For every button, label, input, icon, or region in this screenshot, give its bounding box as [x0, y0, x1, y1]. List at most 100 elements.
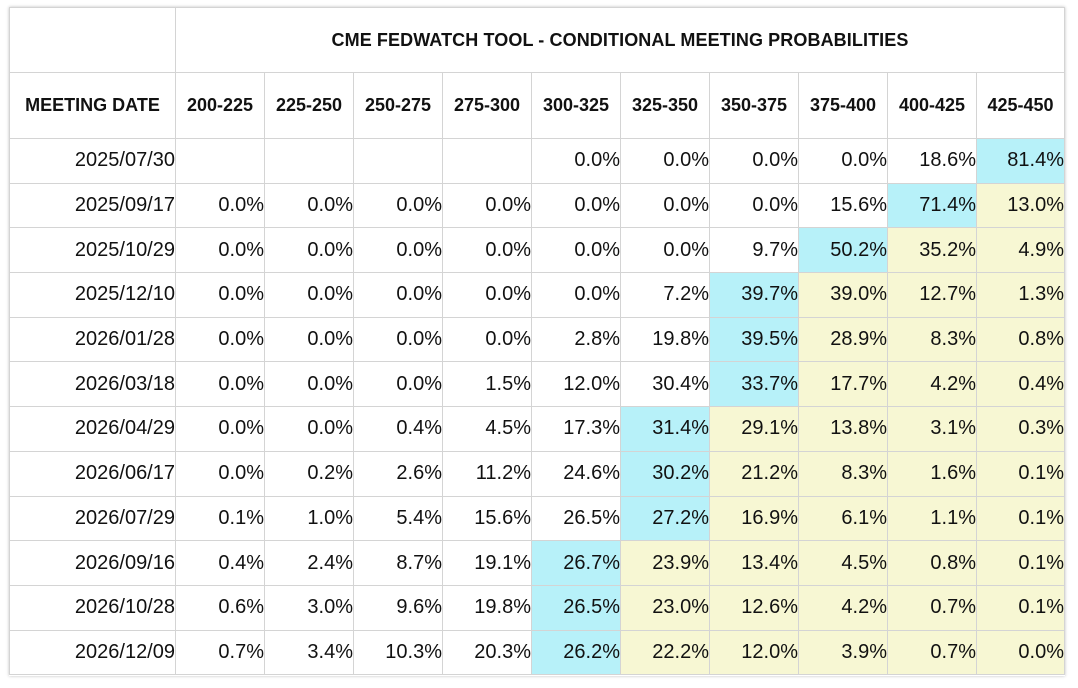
probability-cell: 8.7% [353, 540, 443, 586]
table-row: 2025/12/10 0.0% 0.0% 0.0% 0.0% 0.0% 7.2% 39.7% 3… [9, 272, 1065, 318]
probability-cell: 0.0% [531, 138, 621, 184]
probability-cell: 1.5% [442, 361, 532, 408]
probability-cell: 0.0% [620, 138, 710, 184]
table-row: 2025/09/17 0.0% 0.0% 0.0% 0.0% 0.0% 0.0% 0.0% 15… [9, 182, 1065, 229]
probability-cell: 1.3% [976, 272, 1065, 318]
probability-cell: 6.1% [798, 495, 888, 542]
probability-cell: 0.3% [976, 406, 1065, 452]
probability-cell [175, 138, 265, 184]
probability-cell: 3.0% [264, 584, 354, 631]
probability-cell: 0.4% [353, 406, 443, 452]
table-row: 2025/07/30 0.0% 0.0% 0.0% 0.0% 18.6% 81.4% [9, 138, 1065, 184]
range-header: 250-275 [353, 72, 443, 139]
meeting-date-cell: 2026/12/09 [9, 629, 176, 676]
probability-cell: 0.0% [353, 272, 443, 318]
probability-cell: 23.9% [620, 540, 710, 586]
probability-cell: 26.7% [531, 540, 621, 586]
probability-cell: 0.0% [175, 227, 265, 274]
probability-cell: 23.0% [620, 584, 710, 631]
probability-cell: 4.2% [798, 584, 888, 631]
table-row: 2026/09/16 0.4% 2.4% 8.7% 19.1% 26.7% 23.9% 13.… [9, 540, 1065, 586]
probability-cell: 3.1% [887, 406, 977, 452]
probability-cell: 0.1% [976, 540, 1065, 586]
probability-cell: 20.3% [442, 629, 532, 676]
meeting-date-cell: 2025/07/30 [9, 138, 176, 184]
probability-cell: 0.0% [353, 227, 443, 274]
probability-cell: 0.7% [887, 629, 977, 676]
probability-cell: 2.4% [264, 540, 354, 586]
table-row: 2026/10/28 0.6% 3.0% 9.6% 19.8% 26.5% 23.0% 12.… [9, 584, 1065, 631]
probability-cell: 0.0% [175, 182, 265, 229]
probability-cell [264, 138, 354, 184]
probability-cell: 15.6% [442, 495, 532, 542]
probability-cell: 13.0% [976, 182, 1065, 229]
meeting-date-cell: 2025/09/17 [9, 182, 176, 229]
probability-cell: 3.4% [264, 629, 354, 676]
probability-cell: 0.7% [175, 629, 265, 676]
probability-cell: 0.0% [175, 361, 265, 408]
probability-cell: 8.3% [798, 450, 888, 497]
probability-cell: 0.0% [531, 227, 621, 274]
probability-cell: 18.6% [887, 138, 977, 184]
probability-cell: 0.0% [620, 227, 710, 274]
probability-cell: 0.8% [887, 540, 977, 586]
probability-cell: 3.9% [798, 629, 888, 676]
probability-cell: 0.0% [798, 138, 888, 184]
probability-cell: 8.3% [887, 316, 977, 363]
range-header: 325-350 [620, 72, 710, 139]
probability-cell: 4.2% [887, 361, 977, 408]
probability-cell: 81.4% [976, 138, 1065, 184]
probability-cell: 0.2% [264, 450, 354, 497]
probability-cell: 1.1% [887, 495, 977, 542]
probability-cell: 0.0% [175, 272, 265, 318]
meeting-date-cell: 2025/12/10 [9, 272, 176, 318]
probability-cell: 9.7% [709, 227, 799, 274]
probability-cell: 4.5% [442, 406, 532, 452]
probability-cell: 4.5% [798, 540, 888, 586]
range-header: 400-425 [887, 72, 977, 139]
probability-cell: 12.0% [531, 361, 621, 408]
probability-cell: 12.6% [709, 584, 799, 631]
probability-cell: 1.6% [887, 450, 977, 497]
probability-cell: 5.4% [353, 495, 443, 542]
probability-cell: 0.0% [264, 361, 354, 408]
probability-cell: 71.4% [887, 182, 977, 229]
probability-cell: 33.7% [709, 361, 799, 408]
probability-cell: 0.0% [353, 182, 443, 229]
table-row: 2026/06/17 0.0% 0.2% 2.6% 11.2% 24.6% 30.2% 21.… [9, 450, 1065, 497]
probability-cell: 0.0% [442, 272, 532, 318]
probability-cell: 4.9% [976, 227, 1065, 274]
meeting-date-cell: 2026/09/16 [9, 540, 176, 586]
probability-cell: 28.9% [798, 316, 888, 363]
probability-cell: 0.0% [976, 629, 1065, 676]
probability-cell: 0.0% [175, 406, 265, 452]
probability-cell: 1.0% [264, 495, 354, 542]
range-header: 225-250 [264, 72, 354, 139]
meeting-date-cell: 2025/10/29 [9, 227, 176, 274]
probability-cell [442, 138, 532, 184]
probability-cell: 0.4% [175, 540, 265, 586]
probability-cell: 0.1% [976, 450, 1065, 497]
probability-cell: 39.5% [709, 316, 799, 363]
table-row: 2026/01/28 0.0% 0.0% 0.0% 0.0% 2.8% 19.8% 39.5%… [9, 316, 1065, 363]
meeting-date-cell: 2026/07/29 [9, 495, 176, 542]
probability-cell: 13.8% [798, 406, 888, 452]
probability-cell: 19.8% [442, 584, 532, 631]
probability-cell: 26.5% [531, 495, 621, 542]
probability-cell: 0.1% [976, 495, 1065, 542]
probability-cell: 29.1% [709, 406, 799, 452]
meeting-date-header: MEETING DATE [9, 72, 176, 139]
probability-cell: 17.7% [798, 361, 888, 408]
title-row: CME FEDWATCH TOOL - CONDITIONAL MEETING … [9, 7, 1065, 73]
probability-cell: 13.4% [709, 540, 799, 586]
probability-cell: 0.0% [620, 182, 710, 229]
probability-cell: 27.2% [620, 495, 710, 542]
probability-cell: 50.2% [798, 227, 888, 274]
probability-cell: 30.4% [620, 361, 710, 408]
probability-cell: 0.0% [442, 316, 532, 363]
probability-cell: 0.0% [709, 182, 799, 229]
probability-cell: 0.7% [887, 584, 977, 631]
probability-cell: 0.0% [531, 182, 621, 229]
table-title: CME FEDWATCH TOOL - CONDITIONAL MEETING … [175, 7, 1065, 73]
probability-cell: 30.2% [620, 450, 710, 497]
